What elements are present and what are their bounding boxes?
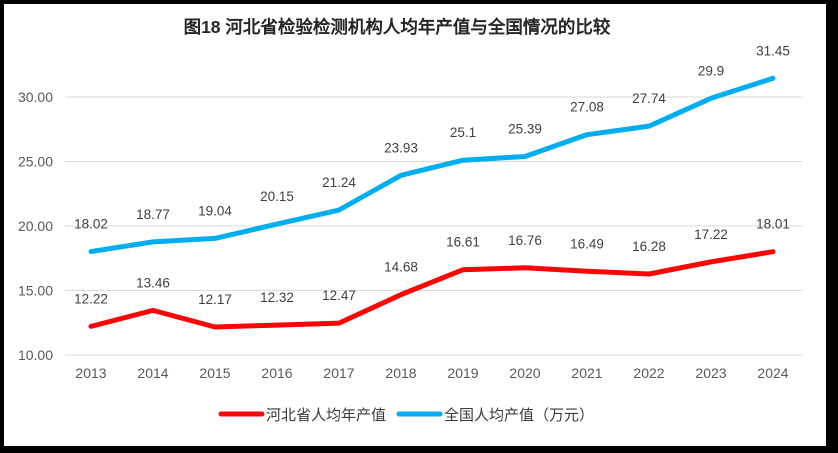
x-tick-label: 2018 <box>385 365 416 381</box>
data-label: 27.08 <box>570 100 604 115</box>
data-label: 12.17 <box>198 292 232 307</box>
data-label: 18.02 <box>74 217 108 232</box>
frame-border-top <box>0 0 838 4</box>
x-tick-label: 2021 <box>571 365 602 381</box>
data-label: 19.04 <box>198 203 232 218</box>
x-tick-label: 2014 <box>137 365 168 381</box>
data-label: 18.01 <box>756 217 790 232</box>
data-label: 25.39 <box>508 121 542 136</box>
y-tick-label: 25.00 <box>18 154 53 170</box>
data-label: 18.77 <box>136 207 170 222</box>
y-tick-label: 15.00 <box>18 283 53 299</box>
series-line-0 <box>88 249 776 330</box>
data-label: 16.61 <box>446 235 480 250</box>
series-line-1 <box>88 75 776 255</box>
x-tick-label: 2023 <box>695 365 726 381</box>
frame-border-right <box>826 0 838 453</box>
data-label: 23.93 <box>384 140 418 155</box>
frame-border-left <box>0 0 4 453</box>
data-label: 16.28 <box>632 239 666 254</box>
data-label: 27.74 <box>632 91 666 106</box>
data-label: 12.22 <box>74 291 108 306</box>
legend: 河北省人均年产值 全国人均产值（万元） <box>218 406 594 424</box>
data-label: 16.76 <box>508 233 542 248</box>
legend-label-national: 全国人均产值（万元） <box>444 406 594 424</box>
data-label: 13.46 <box>136 275 170 290</box>
data-label: 14.68 <box>384 260 418 275</box>
x-tick-label: 2013 <box>75 365 106 381</box>
chart-title: 图18 河北省检验检测机构人均年产值与全国情况的比较 <box>184 17 611 37</box>
x-tick-label: 2019 <box>447 365 478 381</box>
data-label: 25.1 <box>450 125 476 140</box>
frame-border-bottom <box>0 446 838 453</box>
data-label: 20.15 <box>260 189 294 204</box>
plot-area: 30.00 25.00 20.00 15.00 10.00 2013 2014 2015 201… <box>18 43 803 381</box>
y-tick-label: 30.00 <box>18 89 53 105</box>
y-tick-label: 20.00 <box>18 218 53 234</box>
x-tick-label: 2020 <box>509 365 540 381</box>
y-tick-label: 10.00 <box>18 347 53 363</box>
legend-label-hebei: 河北省人均年产值 <box>266 407 386 424</box>
data-label: 31.45 <box>756 43 790 58</box>
data-label: 12.32 <box>260 290 294 305</box>
data-label: 21.24 <box>322 175 356 190</box>
x-tick-label: 2015 <box>199 365 230 381</box>
data-label: 12.47 <box>322 288 356 303</box>
data-label: 17.22 <box>694 227 728 242</box>
x-tick-label: 2016 <box>261 365 292 381</box>
data-label: 16.49 <box>570 236 604 251</box>
data-label: 29.9 <box>698 63 724 78</box>
x-tick-label: 2022 <box>633 365 664 381</box>
x-tick-label: 2024 <box>757 365 788 381</box>
x-tick-label: 2017 <box>323 365 354 381</box>
